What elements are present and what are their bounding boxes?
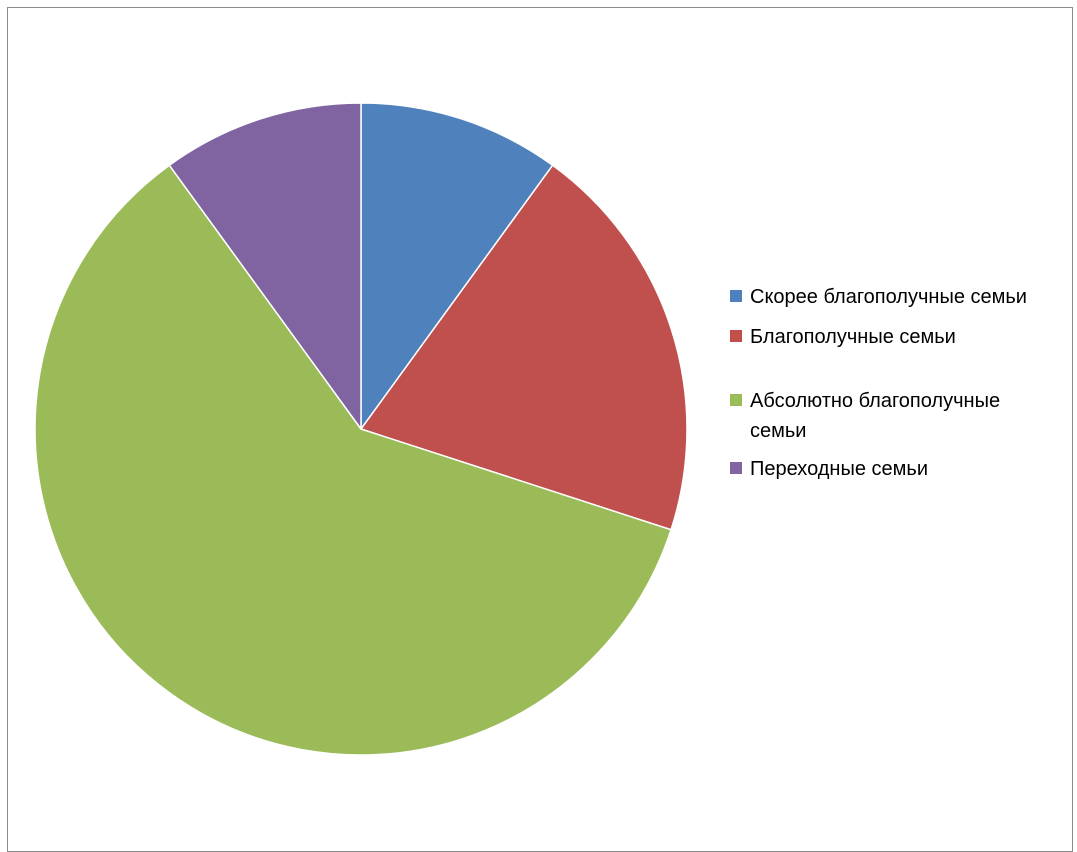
legend-item-2: Благополучные семьи bbox=[728, 322, 1058, 352]
pie-slice-1 bbox=[360, 102, 554, 430]
legend-item-4: Переходные семьи bbox=[728, 454, 1058, 484]
legend-swatch-3 bbox=[730, 394, 742, 406]
legend-label-2: Благополучные семьи bbox=[750, 326, 956, 348]
legend: Скорее благополучные семьи Благополучные… bbox=[728, 282, 1058, 484]
legend-swatch-2 bbox=[730, 330, 742, 342]
legend-item-3: Абсолютно благополучные семьи bbox=[728, 386, 1058, 446]
legend-swatch-1 bbox=[730, 290, 742, 302]
pie-slice-2 bbox=[360, 164, 688, 531]
legend-label-3: Абсолютно благополучные семьи bbox=[750, 390, 1001, 442]
pie-slice-3 bbox=[34, 164, 672, 756]
legend-swatch-4 bbox=[730, 462, 742, 474]
legend-label-4: Переходные семьи bbox=[750, 458, 928, 480]
legend-item-1: Скорее благополучные семьи bbox=[728, 282, 1058, 312]
legend-label-1: Скорее благополучные семьи bbox=[750, 286, 1027, 308]
pie-slice-4 bbox=[168, 102, 362, 430]
